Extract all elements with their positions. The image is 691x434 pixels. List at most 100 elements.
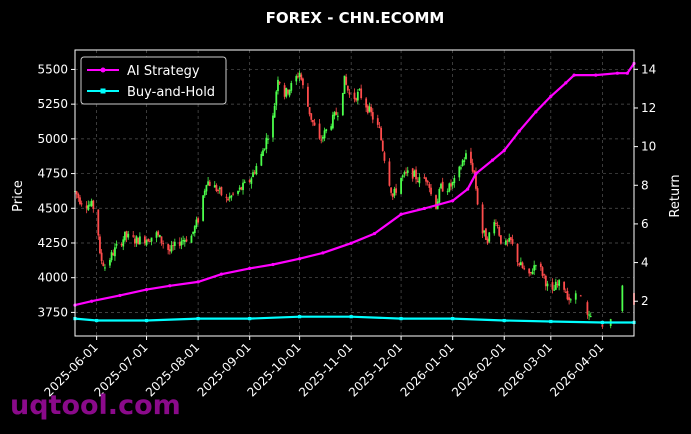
series-point-ai-strategy — [594, 73, 598, 77]
candle-up — [406, 170, 409, 173]
series-point-ai-strategy — [297, 257, 302, 261]
candle-down — [521, 262, 524, 269]
candle-up — [138, 236, 141, 245]
candle-up — [298, 72, 301, 77]
candle-up — [238, 187, 241, 190]
series-point-ai-strategy — [615, 71, 619, 75]
series-point-buy-and-hold — [600, 320, 604, 325]
candle-down — [390, 187, 393, 193]
candle-down — [162, 243, 165, 245]
candle-down — [481, 204, 484, 234]
candle-down — [178, 242, 181, 246]
candle-up — [558, 280, 561, 286]
candle-down — [120, 243, 123, 246]
y-tick-label-left: 5250 — [37, 97, 68, 111]
series-point-ai-strategy — [168, 284, 172, 288]
y-axis-label-left: Price — [11, 180, 26, 212]
candle-up — [368, 106, 371, 112]
candle-down — [506, 240, 509, 242]
candle-up — [263, 148, 266, 150]
candle-down — [388, 161, 391, 186]
y-tick-label-right: 10 — [641, 140, 656, 154]
candle-up — [488, 232, 491, 242]
candle-down — [426, 180, 429, 183]
candle-down — [278, 81, 281, 84]
y-tick-label-left: 5500 — [37, 62, 68, 76]
candle-down — [441, 181, 444, 192]
candle-down — [287, 89, 289, 94]
candle-up — [275, 91, 278, 106]
candle-down — [197, 218, 200, 223]
candle-down — [381, 140, 384, 151]
candle-up — [193, 226, 196, 234]
candle-down — [544, 275, 547, 287]
candle-up — [285, 88, 288, 97]
series-point-ai-strategy — [502, 148, 506, 153]
return-lines — [73, 61, 636, 325]
candle-up — [90, 200, 93, 206]
plot-frame — [74, 49, 635, 337]
candle-down — [568, 297, 571, 301]
candle-down — [415, 169, 417, 180]
candle-down — [75, 191, 78, 195]
candle-down — [355, 98, 358, 101]
candle-down — [475, 171, 477, 189]
candle-up — [323, 130, 326, 139]
candle-up — [122, 239, 125, 247]
candle-down — [495, 223, 497, 225]
candle-down — [346, 85, 349, 91]
legend-box — [80, 56, 227, 105]
candle-down — [157, 231, 160, 236]
candle-down — [516, 243, 519, 263]
candle-down — [523, 268, 526, 270]
candle-down — [541, 267, 544, 276]
candle-up — [403, 172, 406, 175]
candle-down — [470, 151, 472, 164]
y-tick-label-right: 14 — [641, 62, 656, 76]
candle-up — [508, 238, 511, 242]
candle-up — [534, 265, 537, 267]
candle-up — [104, 267, 106, 269]
candle-up — [115, 244, 118, 246]
candle-up — [446, 191, 449, 193]
candle-down — [227, 198, 229, 201]
series-point-ai-strategy — [474, 172, 478, 176]
candle-up — [158, 235, 161, 238]
candle-down — [100, 252, 103, 262]
candle-up — [203, 190, 206, 196]
series-point-ai-strategy — [321, 251, 325, 255]
candle-down — [435, 195, 437, 209]
series-point-buy-and-hold — [196, 317, 200, 321]
candle-down — [300, 74, 303, 80]
candle-down — [473, 170, 476, 174]
candle-down — [425, 177, 427, 182]
candle-up — [438, 189, 441, 203]
candle-up — [207, 181, 209, 186]
candle-up — [413, 170, 416, 177]
candle-down — [365, 98, 368, 108]
candle-up — [451, 182, 454, 186]
candle-up — [230, 195, 233, 198]
candle-down — [297, 76, 299, 78]
candle-down — [208, 181, 211, 186]
candle-up — [89, 204, 91, 206]
candle-up — [155, 232, 158, 238]
candle-down — [500, 235, 502, 244]
candle-down — [378, 126, 381, 128]
series-point-buy-and-hold — [349, 315, 353, 319]
candle-up — [531, 271, 534, 275]
candle-up — [180, 241, 183, 246]
candle-down — [97, 209, 100, 236]
candle-down — [92, 200, 95, 209]
candle-down — [428, 184, 431, 188]
y-tick-label-left: 4750 — [37, 167, 68, 181]
candle-up — [336, 115, 339, 117]
series-point-buy-and-hold — [248, 317, 252, 321]
candle-up — [262, 150, 264, 157]
candle-up — [356, 91, 359, 101]
candle-up — [205, 185, 208, 192]
candle-down — [253, 172, 256, 174]
candle-down — [391, 193, 394, 198]
chart-title: FOREX - CHN.ECOMM — [266, 9, 445, 27]
